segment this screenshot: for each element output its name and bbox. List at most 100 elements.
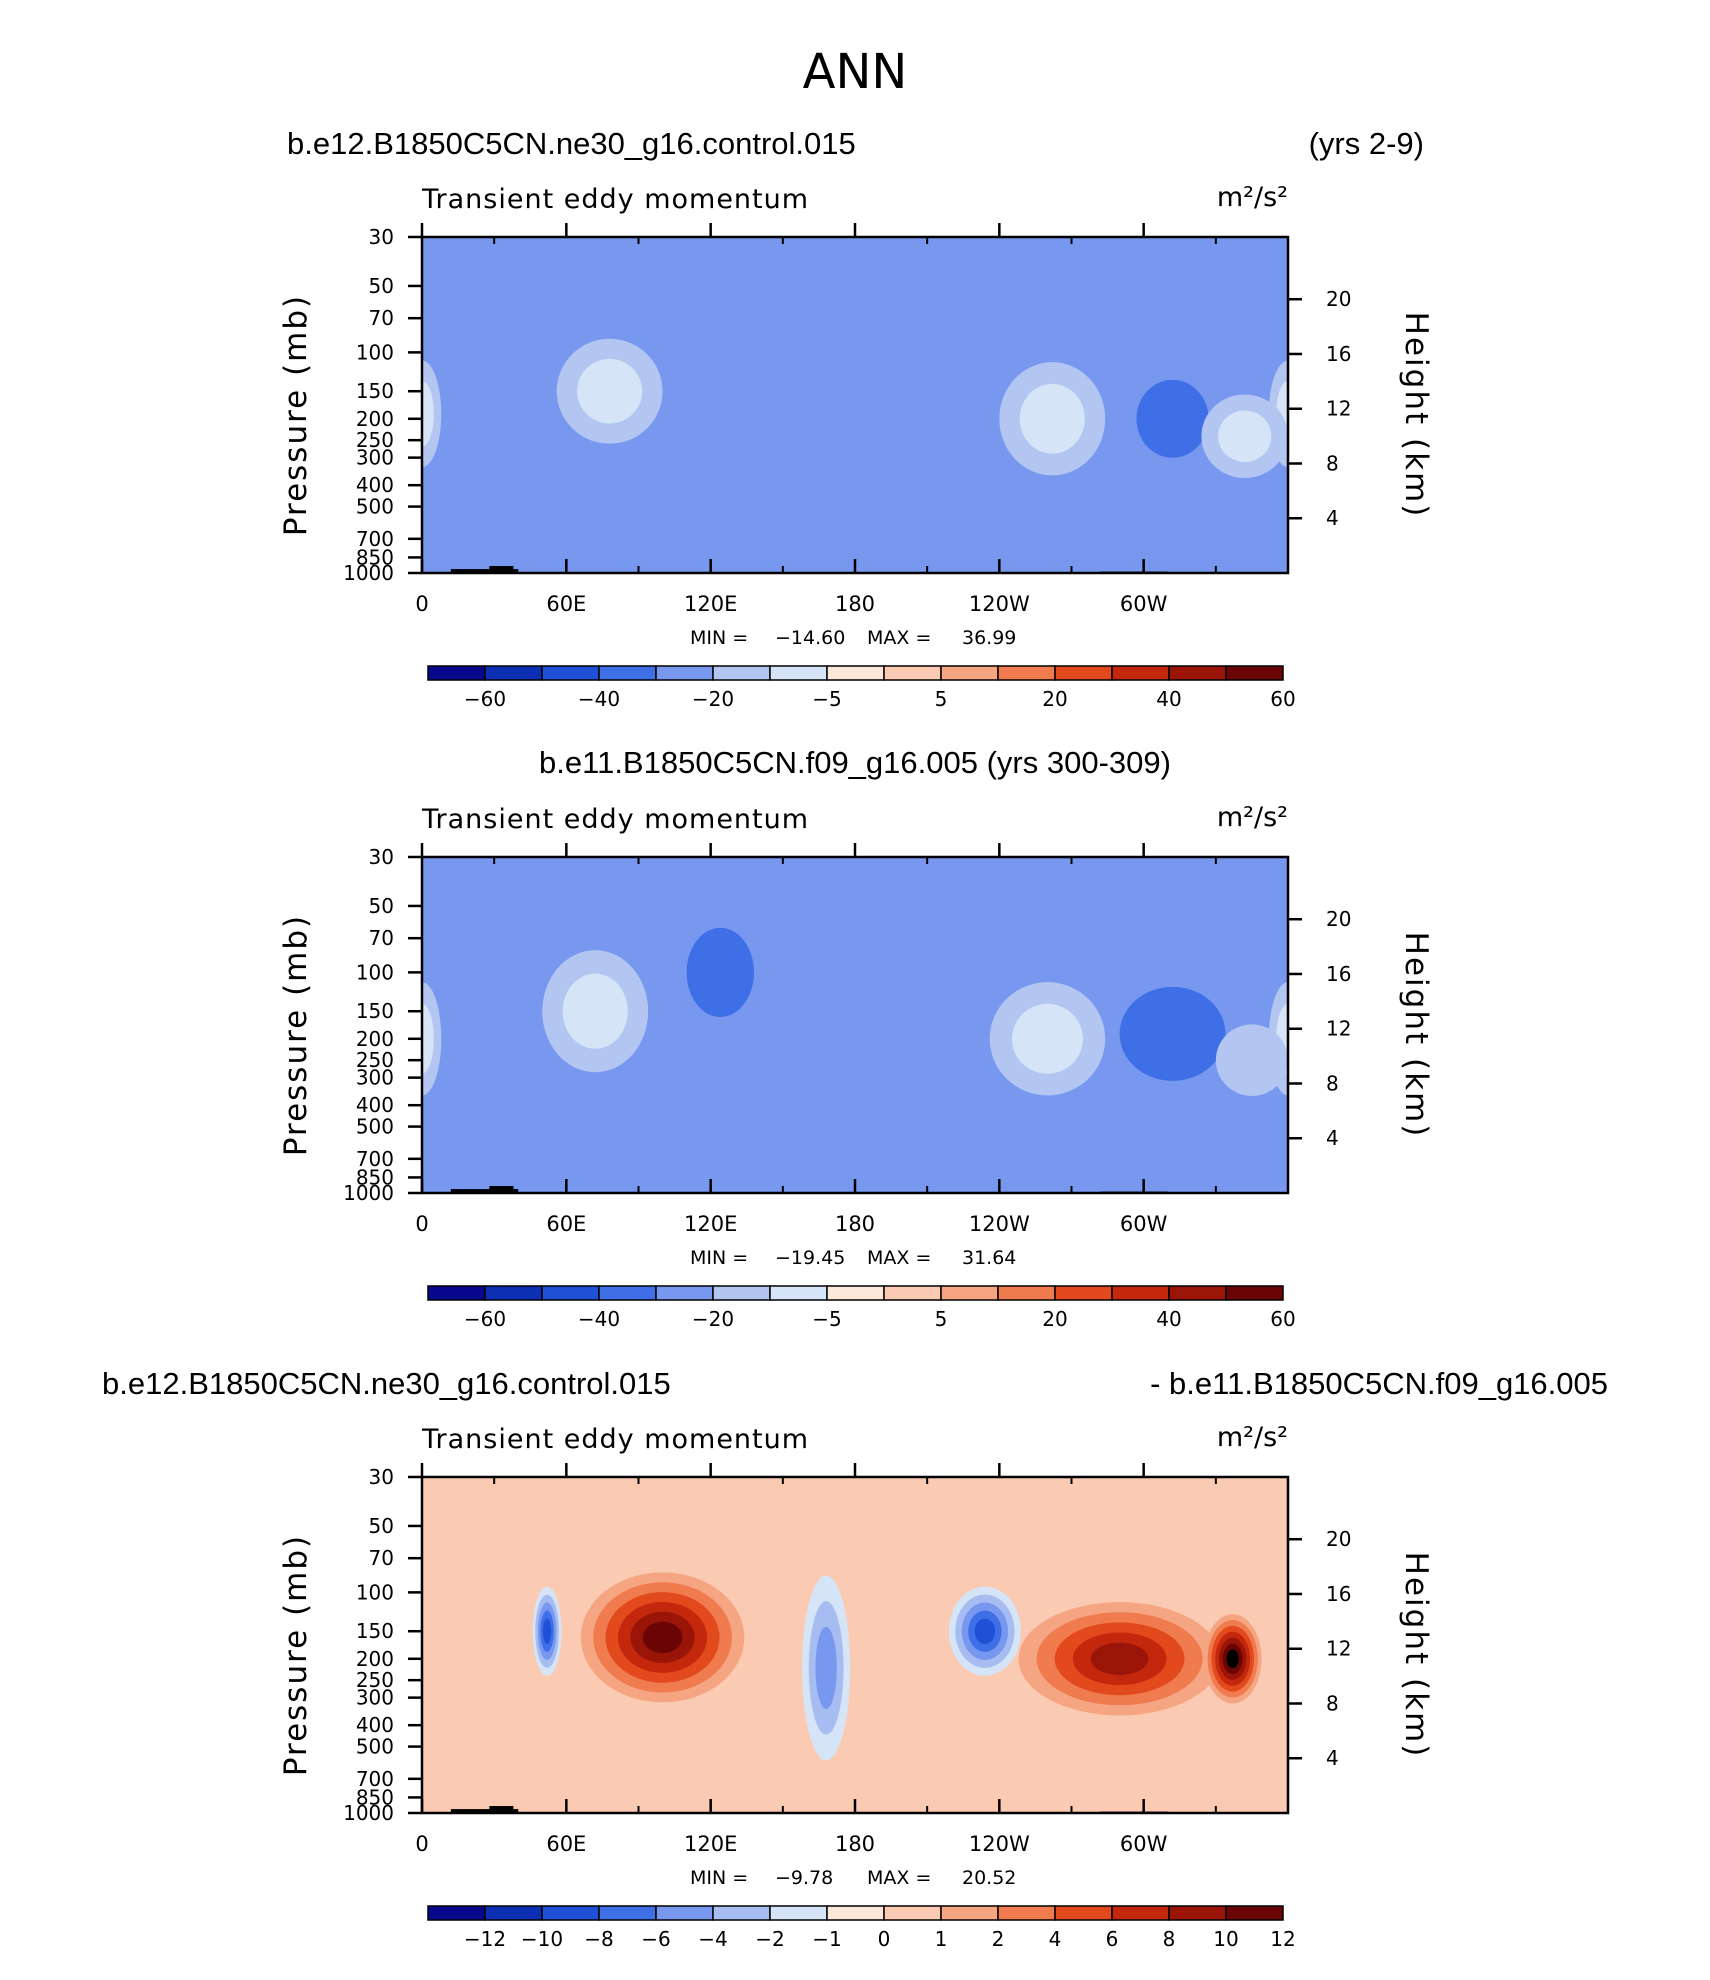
colorbar-label: −20 [692, 687, 734, 711]
terrain-africa [450, 1189, 519, 1193]
y-tick-label: 700 [356, 1767, 394, 1791]
colorbar-box [1225, 1905, 1284, 1921]
panel3-units: m²/s² [1216, 1422, 1288, 1453]
colorbar-box [769, 665, 828, 681]
x-tick-label: 60W [1120, 1212, 1168, 1236]
colorbar-box [940, 1905, 999, 1921]
colorbar-label: −10 [521, 1927, 563, 1951]
contour-band [642, 1621, 683, 1654]
y-tick-label: 400 [356, 1093, 394, 1117]
y-tick-label: 250 [356, 1668, 394, 1692]
y-right-tick-label: 12 [1326, 397, 1351, 421]
colorbar-label: −5 [812, 687, 841, 711]
colorbar-box [997, 1905, 1056, 1921]
colorbar-box [1225, 665, 1284, 681]
x-tick-label: 120W [969, 592, 1030, 616]
panel3-min-label: MIN = [690, 1867, 749, 1889]
x-tick-label: 120W [969, 1212, 1030, 1236]
x-tick-label: 180 [835, 592, 875, 616]
y-right-tick-label: 12 [1326, 1017, 1351, 1041]
panel2-min-value: −19.45 [775, 1247, 846, 1269]
colorbar-label: 40 [1156, 1307, 1181, 1331]
colorbar-label: 4 [1049, 1927, 1062, 1951]
y-right-tick-label: 4 [1326, 506, 1339, 530]
colorbar-box [769, 1905, 828, 1921]
colorbar-label: 8 [1163, 1927, 1176, 1951]
contour-band [974, 1618, 996, 1644]
y-right-tick-label: 8 [1326, 451, 1339, 475]
y-tick-label: 250 [356, 428, 394, 452]
colorbar-box [598, 1905, 657, 1921]
y-right-tick-label: 4 [1326, 1746, 1339, 1770]
y-tick-label: 400 [356, 1713, 394, 1737]
contour-band [577, 358, 643, 424]
colorbar-label: 6 [1106, 1927, 1119, 1951]
y-right-tick-label: 20 [1326, 1527, 1351, 1551]
colorbar-box [598, 1285, 657, 1301]
x-tick-label: 120E [684, 1212, 737, 1236]
colorbar-label: −20 [692, 1307, 734, 1331]
colorbar-label: −40 [578, 1307, 620, 1331]
colorbar-label: −4 [698, 1927, 727, 1951]
panel3-min-value: −9.78 [775, 1867, 834, 1889]
y-tick-label: 850 [356, 1785, 394, 1809]
colorbar-box [541, 665, 600, 681]
y-tick-label: 850 [356, 545, 394, 569]
y-right-tick-label: 8 [1326, 1071, 1339, 1095]
colorbar-box [1111, 1905, 1170, 1921]
colorbar-label: −40 [578, 687, 620, 711]
contour-band [1218, 410, 1272, 462]
panel3-plot-title: Transient eddy momentum [422, 1424, 810, 1455]
panel2-header-center: b.e11.B1850C5CN.f09_g16.005 (yrs 300-309… [539, 745, 1171, 780]
x-tick-label: 180 [835, 1832, 875, 1856]
contour-band [1215, 1024, 1288, 1096]
y-tick-label: 50 [369, 1514, 394, 1538]
y-axis-label: Pressure (mb) [278, 914, 314, 1156]
contour-band [1119, 986, 1226, 1081]
panel2-min-label: MIN = [690, 1247, 749, 1269]
x-tick-label: 0 [415, 1212, 428, 1236]
colorbar-box [769, 1285, 828, 1301]
y-tick-label: 500 [356, 1735, 394, 1759]
y-right-axis-label: Height (km) [1398, 932, 1434, 1139]
colorbar-box [712, 1905, 771, 1921]
y-right-tick-label: 20 [1326, 907, 1351, 931]
y-right-axis-label: Height (km) [1398, 1552, 1434, 1759]
panel3-header-left: b.e12.B1850C5CN.ne30_g16.control.015 [102, 1366, 671, 1401]
panel2-units: m²/s² [1216, 802, 1288, 833]
x-tick-label: 60W [1120, 592, 1168, 616]
x-tick-label: 120W [969, 1832, 1030, 1856]
y-tick-label: 100 [356, 1580, 394, 1604]
contour-band [1226, 1649, 1239, 1669]
colorbar-box [1168, 665, 1227, 681]
y-tick-label: 300 [356, 446, 394, 470]
plot-area [422, 1477, 1288, 1813]
colorbar-label: 2 [992, 1927, 1005, 1951]
colorbar-box [712, 1285, 771, 1301]
main-title: ANN [802, 44, 908, 100]
y-tick-label: 150 [356, 999, 394, 1023]
colorbar-label: −12 [464, 1927, 506, 1951]
colorbar-label: −5 [812, 1307, 841, 1331]
y-tick-label: 200 [356, 1027, 394, 1051]
terrain-africa [450, 1809, 519, 1813]
y-tick-label: 850 [356, 1165, 394, 1189]
colorbar-label: 20 [1042, 1307, 1067, 1331]
colorbar-box [427, 1285, 486, 1301]
colorbar-box [826, 665, 885, 681]
y-tick-label: 70 [369, 926, 394, 950]
y-tick-label: 250 [356, 1048, 394, 1072]
y-right-tick-label: 8 [1326, 1691, 1339, 1715]
x-tick-label: 0 [415, 592, 428, 616]
panel1-min-label: MIN = [690, 627, 749, 649]
colorbar-box [940, 665, 999, 681]
colorbar-box [997, 1285, 1056, 1301]
colorbar-label: 10 [1213, 1927, 1238, 1951]
colorbar-box [1225, 1285, 1284, 1301]
y-tick-label: 1000 [343, 1181, 394, 1205]
x-tick-label: 60E [546, 1832, 586, 1856]
colorbar-label: −6 [641, 1927, 670, 1951]
y-tick-label: 1000 [343, 561, 394, 585]
